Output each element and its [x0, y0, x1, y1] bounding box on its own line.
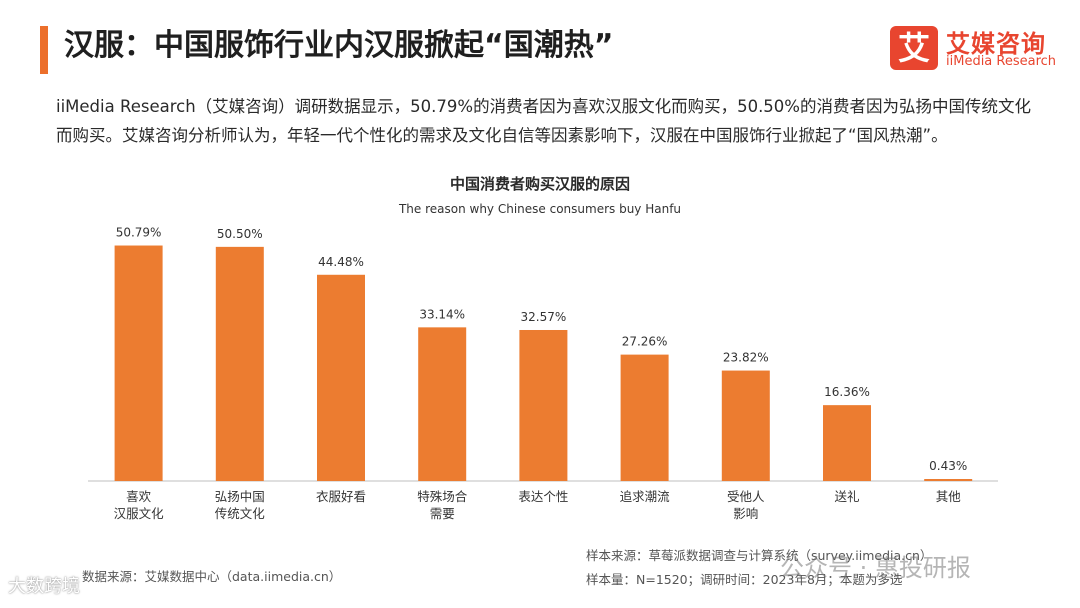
page-title: 汉服：中国服饰行业内汉服掀起“国潮热” [64, 28, 614, 63]
data-label-1: 50.50% [217, 227, 263, 241]
category-label-4-0: 表达个性 [518, 489, 568, 504]
watermark-right: 公众号 · 惠投研报 [780, 554, 971, 582]
watermark-left: 大数跨境 [8, 576, 80, 597]
data-label-4: 32.57% [521, 310, 567, 324]
bar-5 [620, 354, 669, 481]
bar-4 [519, 329, 568, 481]
bar-2 [317, 274, 365, 481]
category-label-3-1: 需要 [430, 506, 455, 521]
data-label-7: 16.36% [824, 385, 870, 399]
category-label-3-0: 特殊场合 [417, 489, 468, 504]
category-label-5-0: 追求潮流 [620, 489, 671, 504]
bar-8 [924, 479, 973, 481]
intro-paragraph: iiMedia Research（艾媒咨询）调研数据显示，50.79%的消费者因… [56, 97, 1031, 145]
logo-mark: 艾 [890, 26, 938, 70]
data-label-6: 23.82% [723, 351, 769, 365]
category-label-0-1: 汉服文化 [114, 506, 165, 521]
category-label-6-1: 影响 [733, 506, 758, 521]
title-accent-bar [40, 26, 48, 74]
chart-subtitle: The reason why Chinese consumers buy Han… [398, 202, 682, 216]
bar-6 [721, 370, 770, 481]
data-label-8: 0.43% [929, 459, 967, 473]
data-label-2: 44.48% [318, 255, 364, 269]
data-label-5: 27.26% [622, 335, 668, 349]
chart-title: 中国消费者购买汉服的原因 [449, 175, 630, 193]
category-label-1-0: 弘扬中国 [215, 489, 265, 504]
category-label-0-0: 喜欢 [126, 489, 152, 504]
bar-1 [215, 246, 264, 481]
data-label-3: 33.14% [419, 307, 465, 321]
sample-info: 样本来源：草莓派数据调查与计算系统（survey.iimedia.cn） 样本量… [586, 544, 932, 592]
sample-size: 样本量：N=1520；调研时间：2023年8月；本题为多选 [586, 572, 903, 587]
bar-0 [114, 245, 163, 481]
brand-logo: 艾 艾媒咨询 iiMedia Research [886, 22, 1066, 74]
data-label-0: 50.79% [116, 226, 162, 240]
data-source: 数据来源：艾媒数据中心（data.iimedia.cn） [82, 569, 342, 584]
category-label-1-1: 传统文化 [215, 506, 266, 521]
category-label-6-0: 受他人 [727, 489, 765, 504]
category-label-2-0: 衣服好看 [316, 489, 366, 504]
category-label-8-0: 其他 [936, 489, 962, 504]
logo-name-cn: 艾媒咨询 [946, 30, 1046, 58]
category-label-7-0: 送礼 [834, 489, 859, 504]
logo-name-en: iiMedia Research [946, 54, 1057, 69]
bar-3 [418, 327, 467, 481]
bar-7 [823, 405, 871, 481]
sample-source: 样本来源：草莓派数据调查与计算系统（survey.iimedia.cn） [586, 548, 933, 563]
